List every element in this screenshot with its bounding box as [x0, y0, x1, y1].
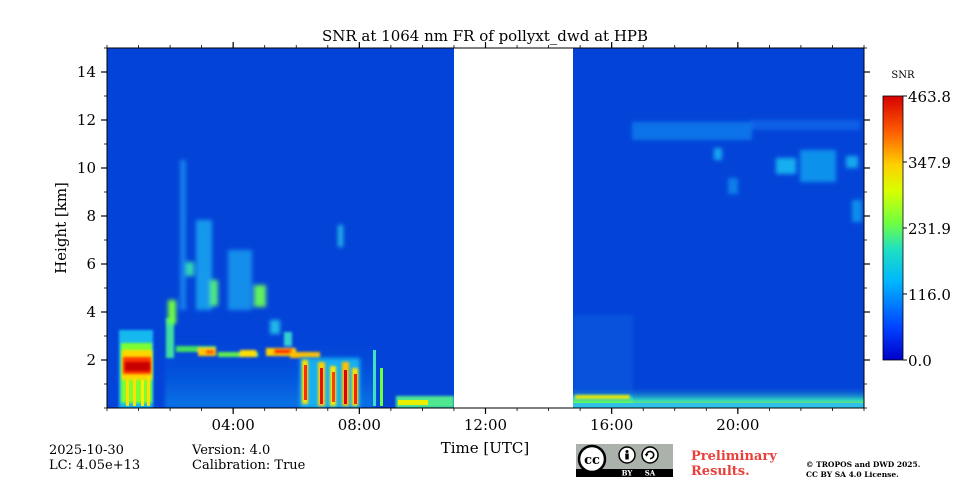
x-tick-label: 04:00 — [212, 416, 255, 434]
preliminary-results: Preliminary Results. — [691, 449, 777, 479]
copyright-line-2: CC BY SA 4.0 License. — [806, 470, 899, 479]
colorbar-tick-label: 347.9 — [908, 154, 951, 172]
feature-convective-plumes — [300, 350, 454, 408]
preliminary-line-1: Preliminary — [691, 449, 777, 464]
x-major-ticks: 04:00 08:00 12:00 16:00 20:00 — [212, 42, 759, 434]
y-tick-label: 2 — [86, 351, 96, 369]
feature-boundary-layer-top — [166, 318, 320, 358]
feature-morning-cirrus — [168, 160, 343, 334]
preliminary-line-2: Results. — [691, 464, 750, 479]
colorbar-ticks: 0.0 116.0 231.9 347.9 463.8 — [903, 88, 951, 370]
date-label: 2025-10-30 — [49, 443, 124, 458]
sa-text: SA — [645, 469, 656, 478]
cc-text: cc — [584, 453, 600, 468]
copyright-notice: © TROPOS and DWD 2025. CC BY SA 4.0 Lice… — [806, 460, 920, 480]
y-tick-label: 4 — [86, 303, 96, 321]
y-ticks: 2 4 6 8 10 12 14 — [77, 47, 870, 409]
copyright-line-1: © TROPOS and DWD 2025. — [806, 460, 921, 469]
x-tick-label: 16:00 — [590, 416, 633, 434]
y-tick-label: 12 — [77, 111, 96, 129]
y-tick-label: 6 — [86, 255, 96, 273]
cc-icon — [577, 444, 607, 474]
no-data-gap — [454, 48, 573, 408]
cc-by-sa-badge: cc BY SA — [576, 444, 673, 477]
x-tick-label: 20:00 — [716, 416, 759, 434]
x-tick-label: 12:00 — [464, 416, 507, 434]
feature-strong-aerosol-layer — [119, 330, 153, 408]
feature-afternoon-surface-layer — [573, 315, 864, 408]
colorbar-tick-label: 116.0 — [908, 286, 951, 304]
feature-evening-high-cloud — [632, 120, 862, 222]
y-tick-label: 14 — [77, 63, 96, 81]
colorbar-tick-label: 0.0 — [908, 352, 932, 370]
colorbar-label: SNR — [891, 70, 915, 81]
colorbar-tick-label: 231.9 — [908, 220, 951, 238]
x-axis-label: Time [UTC] — [441, 439, 530, 457]
lc-label: LC: 4.05e+13 — [49, 458, 141, 473]
sa-share-icon — [641, 446, 659, 464]
calibration-label: Calibration: True — [192, 458, 306, 473]
by-text: BY — [622, 469, 634, 478]
y-tick-label: 10 — [77, 159, 96, 177]
colorbar — [882, 95, 904, 361]
y-axis-label: Height [km] — [52, 182, 70, 274]
y-tick-label: 8 — [86, 207, 96, 225]
chart-title: SNR at 1064 nm FR of pollyxt_dwd at HPB — [322, 27, 648, 45]
colorbar-tick-label: 463.8 — [908, 88, 951, 106]
x-tick-label: 08:00 — [338, 416, 381, 434]
version-label: Version: 4.0 — [192, 443, 271, 458]
heatmap-area — [107, 48, 864, 408]
